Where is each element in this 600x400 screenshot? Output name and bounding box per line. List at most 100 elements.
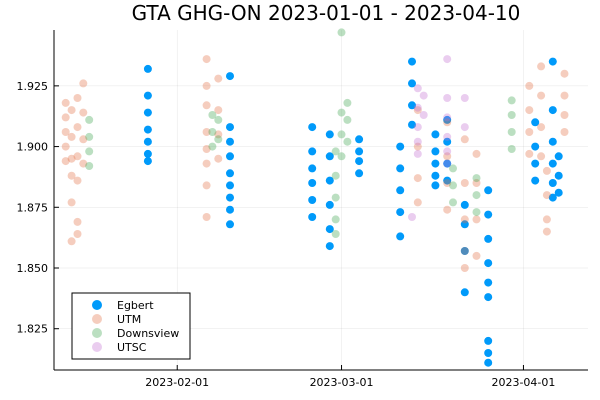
data-point xyxy=(560,111,569,119)
data-point xyxy=(408,101,416,110)
data-point xyxy=(472,174,481,183)
data-point xyxy=(214,135,223,144)
legend-marker xyxy=(92,328,102,338)
data-point xyxy=(79,79,88,88)
data-point xyxy=(484,259,493,268)
data-point xyxy=(202,128,211,136)
data-point xyxy=(67,198,76,207)
data-point xyxy=(443,159,452,168)
data-point xyxy=(531,176,540,185)
data-point xyxy=(542,227,551,236)
data-point xyxy=(202,159,211,168)
data-point xyxy=(85,162,94,170)
data-point xyxy=(460,215,469,224)
data-point xyxy=(537,152,546,161)
data-point xyxy=(337,152,346,161)
data-point xyxy=(73,217,82,226)
data-point xyxy=(413,106,422,115)
data-point xyxy=(548,179,557,187)
data-point xyxy=(143,157,152,166)
data-point xyxy=(413,137,422,146)
data-point xyxy=(525,106,534,115)
data-point xyxy=(331,230,340,238)
data-point xyxy=(507,111,516,119)
data-point xyxy=(443,94,452,102)
data-point xyxy=(472,149,481,158)
data-point xyxy=(507,128,516,136)
data-point xyxy=(226,205,234,214)
data-point xyxy=(419,91,428,100)
data-point xyxy=(542,215,551,224)
data-point xyxy=(343,98,352,107)
data-point xyxy=(484,234,493,243)
data-point xyxy=(431,130,440,139)
data-point xyxy=(214,154,223,163)
data-point xyxy=(554,188,563,197)
data-point xyxy=(525,128,534,136)
data-point xyxy=(396,142,405,151)
data-point xyxy=(537,91,546,100)
data-point xyxy=(73,230,82,238)
data-point xyxy=(208,111,217,119)
data-point xyxy=(73,123,82,132)
data-point xyxy=(226,169,234,178)
data-point xyxy=(79,135,88,144)
data-point xyxy=(143,125,152,134)
data-point xyxy=(484,210,493,219)
data-point xyxy=(531,118,540,127)
y-tick-label: 1.850 xyxy=(17,262,49,275)
data-point xyxy=(484,349,493,357)
data-point xyxy=(431,171,440,180)
data-point xyxy=(443,176,452,185)
data-point xyxy=(443,118,452,127)
data-point xyxy=(443,113,452,122)
data-point xyxy=(525,81,534,90)
data-point xyxy=(472,191,481,200)
data-point xyxy=(67,106,76,115)
data-point xyxy=(472,251,481,260)
data-point xyxy=(460,179,469,187)
data-point xyxy=(554,152,563,161)
data-point xyxy=(449,181,457,190)
legend-marker xyxy=(92,300,102,310)
data-point xyxy=(443,179,452,187)
data-point xyxy=(443,205,452,214)
data-point xyxy=(143,149,152,158)
data-point xyxy=(396,186,405,195)
data-point xyxy=(308,196,317,204)
data-point xyxy=(214,106,223,115)
data-point xyxy=(460,220,469,229)
data-point xyxy=(413,103,422,112)
data-point xyxy=(484,293,493,302)
legend-label: Downsview xyxy=(117,327,179,340)
data-point xyxy=(548,106,557,115)
data-point xyxy=(67,171,76,180)
data-point xyxy=(208,142,217,151)
data-point xyxy=(343,137,352,146)
data-point xyxy=(460,135,469,144)
data-point xyxy=(226,123,234,132)
legend-box xyxy=(71,292,191,360)
data-point xyxy=(226,220,234,229)
data-point xyxy=(325,225,334,234)
y-tick-label: 1.925 xyxy=(17,80,49,93)
data-point xyxy=(408,120,416,129)
data-point xyxy=(308,147,317,156)
data-point xyxy=(325,130,334,139)
data-point xyxy=(396,232,405,241)
data-point xyxy=(449,198,457,207)
data-point xyxy=(560,69,569,78)
data-point xyxy=(331,215,340,224)
data-point xyxy=(484,278,493,287)
data-point xyxy=(226,152,234,161)
series-egbert xyxy=(143,57,563,367)
data-point xyxy=(214,115,223,124)
data-point xyxy=(202,181,211,190)
data-point xyxy=(208,128,217,136)
data-point xyxy=(443,137,452,146)
data-point xyxy=(343,115,352,124)
data-point xyxy=(325,242,334,251)
data-point xyxy=(548,193,557,202)
data-point xyxy=(73,94,82,102)
data-point xyxy=(79,108,88,117)
